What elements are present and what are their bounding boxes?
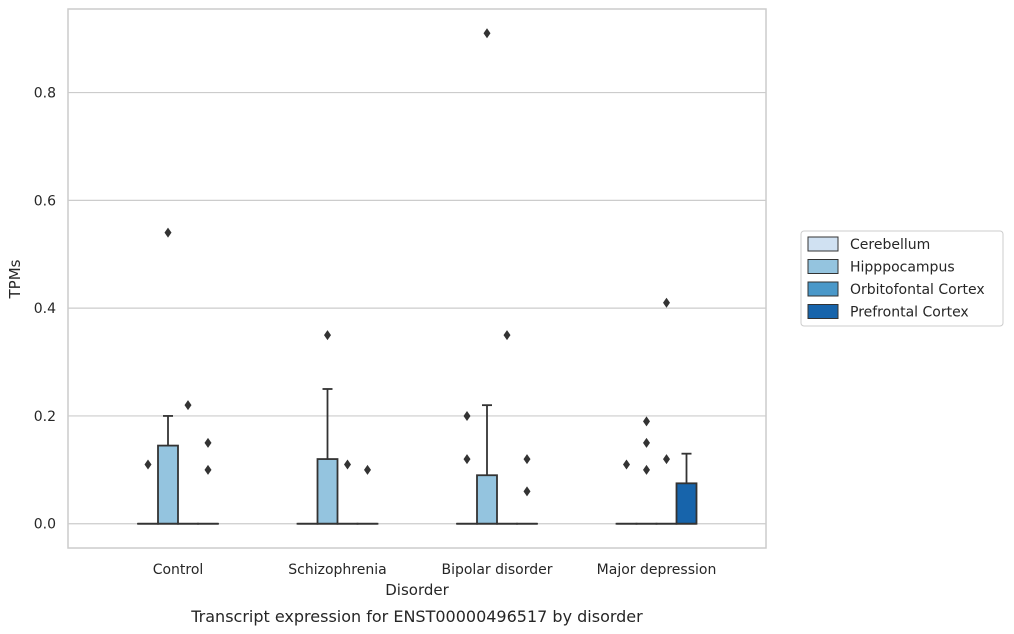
y-tick-label: 0.6 <box>34 193 56 209</box>
outlier-point <box>643 437 650 448</box>
outlier-point <box>204 464 212 475</box>
outlier-point <box>164 227 172 238</box>
chart-caption: Transcript expression for ENST0000049651… <box>190 607 643 626</box>
outlier-point <box>663 454 670 465</box>
x-tick-label: Schizophrenia <box>288 562 386 578</box>
legend-swatch <box>807 259 839 274</box>
outlier-point <box>523 486 531 497</box>
legend-swatch <box>807 236 839 252</box>
x-axis-title: Disorder <box>385 581 449 599</box>
plot-frame <box>67 8 767 549</box>
x-tick-label: Major depression <box>597 562 717 578</box>
legend-frame <box>800 230 1004 327</box>
legend: Cerebellum Hipppocampus Orbitofontal Corte… <box>800 230 1004 327</box>
box <box>157 444 179 525</box>
legend-swatch <box>807 304 839 319</box>
outlier-point <box>463 410 471 421</box>
outlier-point <box>144 459 152 470</box>
outlier-point <box>483 28 491 39</box>
outlier-point <box>643 464 650 475</box>
y-tick-label: 0.2 <box>34 409 56 425</box>
outlier-point <box>463 454 471 465</box>
legend-label: Orbitofontal Cortex <box>850 282 985 298</box>
outlier-point <box>523 454 531 465</box>
outlier-point <box>324 330 331 341</box>
y-tick-label: 0.0 <box>34 517 56 533</box>
outlier-point <box>204 437 212 448</box>
legend-swatch <box>807 281 839 297</box>
boxes <box>137 388 698 525</box>
y-tick-label: 0.4 <box>34 301 56 317</box>
x-tick-label: Bipolar disorder <box>441 562 552 578</box>
y-tick-label: 0.8 <box>34 86 56 102</box>
box <box>476 474 498 525</box>
x-tick-label: Control <box>153 562 204 578</box>
legend-label: Hipppocampus <box>850 260 955 276</box>
outlier-point <box>184 400 192 411</box>
y-axis-ticks: 0.0 0.2 0.4 0.6 0.8 <box>34 86 56 533</box>
box <box>675 482 698 525</box>
legend-label: Cerebellum <box>850 237 930 253</box>
y-axis-title: TPMs <box>6 259 24 299</box>
outlier-point <box>344 459 351 470</box>
outlier-point <box>503 330 511 341</box>
outlier-point <box>364 464 371 475</box>
outlier-point <box>623 459 630 470</box>
outliers <box>144 28 670 497</box>
outlier-point <box>663 297 670 308</box>
box <box>316 458 339 525</box>
legend-label: Prefrontal Cortex <box>850 305 969 321</box>
outlier-point <box>643 416 650 427</box>
x-axis-ticks: Control Schizophrenia Bipolar disorder Majo… <box>153 562 717 578</box>
